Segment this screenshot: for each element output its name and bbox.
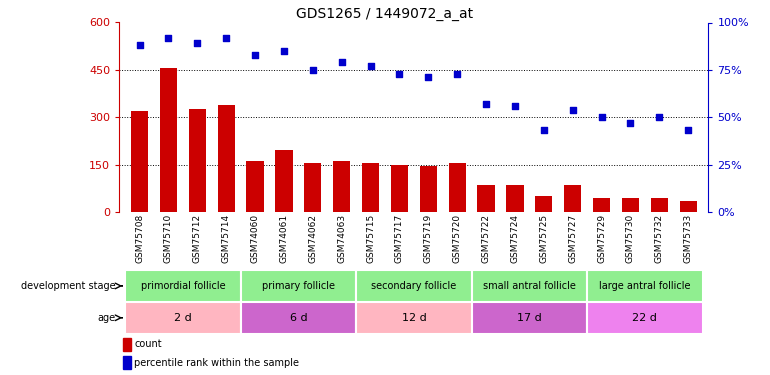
Bar [240, 270, 356, 302]
Point [162, 34, 175, 40]
Point [306, 67, 319, 73]
Bar [679, 201, 697, 212]
Bar [356, 302, 471, 334]
Bar [218, 105, 235, 212]
Bar [448, 163, 466, 212]
Text: primary follicle: primary follicle [262, 281, 335, 291]
Text: percentile rank within the sample: percentile rank within the sample [134, 358, 300, 368]
Point [451, 70, 464, 76]
Text: 22 d: 22 d [632, 313, 658, 323]
Point [191, 40, 203, 46]
Bar [420, 166, 437, 212]
Point [537, 128, 550, 134]
Bar [535, 196, 552, 212]
Text: GSM75717: GSM75717 [395, 214, 404, 263]
Text: primordial follicle: primordial follicle [141, 281, 225, 291]
Bar [125, 302, 240, 334]
Text: GSM75720: GSM75720 [453, 214, 462, 263]
Text: count: count [134, 339, 162, 349]
Point [393, 70, 406, 76]
Bar [587, 302, 702, 334]
Text: GSM75710: GSM75710 [164, 214, 173, 263]
Bar [160, 68, 177, 212]
Bar [189, 109, 206, 212]
Text: GSM75733: GSM75733 [684, 214, 693, 263]
Text: GSM74063: GSM74063 [337, 214, 346, 263]
Text: GSM74060: GSM74060 [250, 214, 259, 263]
Text: 17 d: 17 d [517, 313, 542, 323]
Point [422, 74, 434, 80]
Bar [125, 270, 240, 302]
Text: GSM75722: GSM75722 [481, 214, 490, 262]
Bar [362, 163, 380, 212]
Bar [333, 161, 350, 212]
Bar [240, 302, 356, 334]
Text: GSM75715: GSM75715 [366, 214, 375, 263]
Text: 12 d: 12 d [401, 313, 427, 323]
Bar [564, 185, 581, 212]
Text: 2 d: 2 d [174, 313, 192, 323]
Point [624, 120, 637, 126]
Bar [356, 270, 471, 302]
Text: age: age [97, 313, 115, 323]
Bar [304, 163, 322, 212]
Bar [471, 270, 587, 302]
Point [682, 128, 695, 134]
Bar [477, 185, 494, 212]
Point [278, 48, 290, 54]
Point [653, 114, 665, 120]
Text: GSM74062: GSM74062 [308, 214, 317, 262]
Point [336, 59, 348, 65]
Point [364, 63, 377, 69]
Text: GSM75714: GSM75714 [222, 214, 231, 263]
Bar [622, 198, 639, 212]
Bar [246, 161, 263, 212]
Bar [123, 338, 131, 351]
Text: GSM75727: GSM75727 [568, 214, 578, 263]
Point [133, 42, 146, 48]
Bar [123, 356, 131, 369]
Text: secondary follicle: secondary follicle [371, 281, 457, 291]
Text: GSM75719: GSM75719 [424, 214, 433, 263]
Bar [131, 111, 148, 212]
Point [595, 114, 608, 120]
Text: large antral follicle: large antral follicle [599, 281, 691, 291]
Text: GSM75708: GSM75708 [135, 214, 144, 263]
Text: GSM74061: GSM74061 [280, 214, 289, 263]
Text: GDS1265 / 1449072_a_at: GDS1265 / 1449072_a_at [296, 7, 474, 21]
Text: development stage: development stage [21, 281, 116, 291]
Bar [587, 270, 702, 302]
Point [567, 106, 579, 112]
Text: small antral follicle: small antral follicle [483, 281, 576, 291]
Point [480, 101, 492, 107]
Bar [471, 302, 587, 334]
Bar [507, 185, 524, 212]
Point [220, 34, 233, 40]
Bar [390, 165, 408, 212]
Text: GSM75712: GSM75712 [192, 214, 202, 263]
Bar [593, 198, 610, 212]
Text: GSM75725: GSM75725 [539, 214, 548, 263]
Point [249, 52, 261, 58]
Text: GSM75729: GSM75729 [597, 214, 606, 263]
Text: 6 d: 6 d [290, 313, 307, 323]
Text: GSM75732: GSM75732 [654, 214, 664, 263]
Bar [651, 198, 668, 212]
Bar [276, 150, 293, 212]
Text: GSM75724: GSM75724 [511, 214, 520, 262]
Text: GSM75730: GSM75730 [626, 214, 635, 263]
Point [509, 103, 521, 109]
